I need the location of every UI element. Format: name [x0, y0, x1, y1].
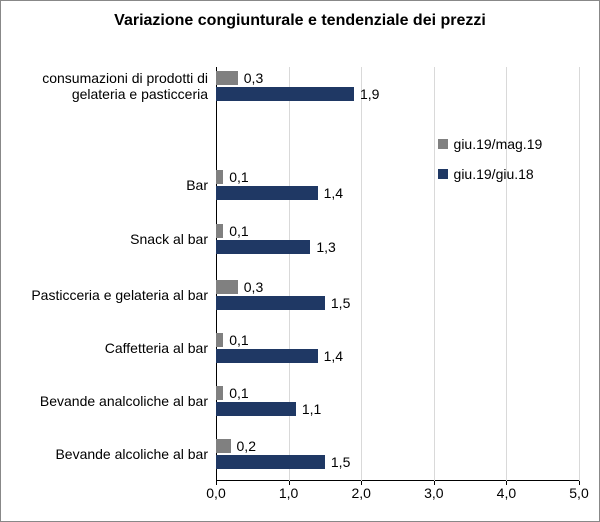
x-gridline	[579, 67, 580, 481]
category-label: Bevande alcoliche al bar	[3, 446, 216, 462]
bar-value-label: 1,5	[325, 455, 350, 469]
bar-tendenziale: 1,5	[216, 455, 325, 469]
category-group: 0,11,1Bevande analcoliche al bar	[216, 382, 579, 420]
bar-value-label: 1,5	[325, 296, 350, 310]
bar-congiunturale: 0,2	[216, 439, 231, 453]
bar-value-label: 0,2	[231, 439, 256, 453]
bar-tendenziale: 1,1	[216, 402, 296, 416]
legend-swatch	[438, 169, 448, 179]
bar-congiunturale: 0,3	[216, 280, 238, 294]
legend: giu.19/mag.19 giu.19/giu.18	[438, 136, 543, 196]
category-label: Pasticceria e gelateria al bar	[3, 287, 216, 303]
bar-congiunturale: 0,1	[216, 170, 223, 184]
category-group: 0,31,5Pasticceria e gelateria al bar	[216, 276, 579, 314]
category-label: Caffetteria al bar	[3, 340, 216, 356]
legend-label: giu.19/mag.19	[454, 136, 543, 152]
bar-value-label: 1,4	[318, 349, 343, 363]
x-tick-label: 1,0	[279, 481, 298, 501]
x-tick-label: 0,0	[206, 481, 225, 501]
category-label: consumazioni di prodotti di gelateria e …	[3, 70, 216, 102]
bar-value-label: 0,1	[223, 170, 248, 184]
x-axis	[216, 480, 579, 481]
bar-congiunturale: 0,1	[216, 333, 223, 347]
category-group: 0,31,9consumazioni di prodotti di gelate…	[216, 67, 579, 105]
bar-congiunturale: 0,1	[216, 386, 223, 400]
x-tick-label: 5,0	[569, 481, 588, 501]
legend-swatch	[438, 139, 448, 149]
bar-value-label: 0,3	[238, 280, 263, 294]
bar-congiunturale: 0,3	[216, 71, 238, 85]
bar-value-label: 0,3	[238, 71, 263, 85]
legend-label: giu.19/giu.18	[454, 166, 534, 182]
bar-tendenziale: 1,4	[216, 349, 318, 363]
bar-tendenziale: 1,4	[216, 186, 318, 200]
bar-value-label: 1,3	[310, 240, 335, 254]
category-group: 0,11,3Snack al bar	[216, 220, 579, 258]
x-tick-label: 2,0	[351, 481, 370, 501]
bar-congiunturale: 0,1	[216, 224, 223, 238]
category-label: Bar	[3, 177, 216, 193]
category-group: 0,11,4Caffetteria al bar	[216, 329, 579, 367]
bar-value-label: 0,1	[223, 333, 248, 347]
bar-value-label: 0,1	[223, 224, 248, 238]
plot-area: 0,01,02,03,04,05,00,31,9consumazioni di …	[216, 67, 579, 481]
bar-value-label: 1,9	[354, 87, 379, 101]
bar-value-label: 0,1	[223, 386, 248, 400]
legend-item: giu.19/mag.19	[438, 136, 543, 152]
bar-value-label: 1,4	[318, 186, 343, 200]
chart-container: Variazione congiunturale e tendenziale d…	[0, 0, 600, 522]
category-label: Snack al bar	[3, 231, 216, 247]
category-label: Bevande analcoliche al bar	[3, 393, 216, 409]
bar-tendenziale: 1,3	[216, 240, 310, 254]
x-tick-label: 3,0	[424, 481, 443, 501]
x-tick-label: 4,0	[497, 481, 516, 501]
legend-item: giu.19/giu.18	[438, 166, 543, 182]
bar-value-label: 1,1	[296, 402, 321, 416]
bar-tendenziale: 1,9	[216, 87, 354, 101]
bar-tendenziale: 1,5	[216, 296, 325, 310]
chart-title: Variazione congiunturale e tendenziale d…	[1, 1, 599, 36]
category-group: 0,21,5Bevande alcoliche al bar	[216, 435, 579, 473]
